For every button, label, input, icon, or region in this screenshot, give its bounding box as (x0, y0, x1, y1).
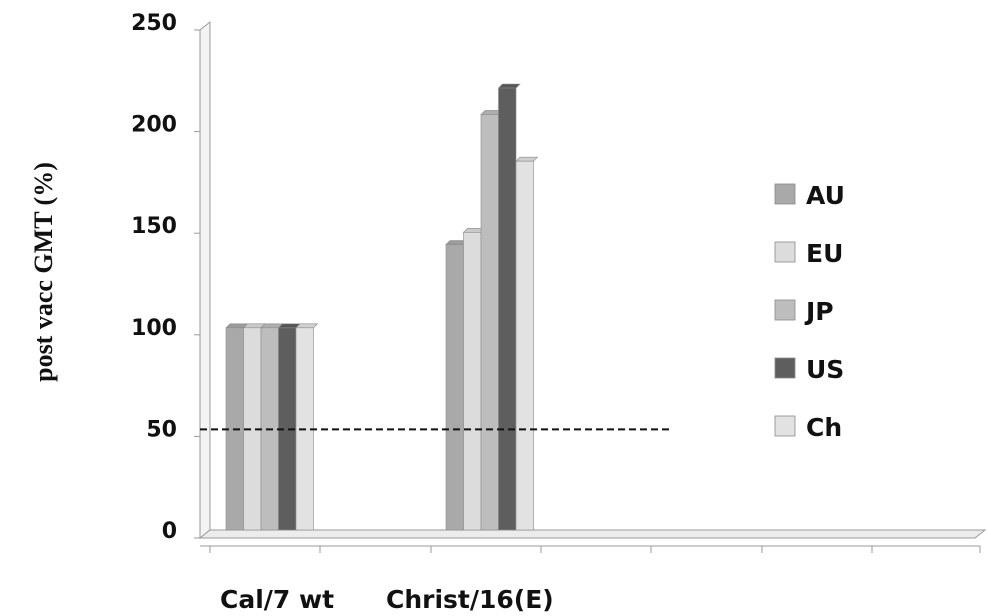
legend-label-eu: EU (806, 239, 843, 268)
legend-swatch-au (774, 183, 796, 205)
labels: 0 50 100 150 200 250 post vacc GMT (%) Cal/7 wt… (29, 11, 554, 614)
bars (225, 83, 539, 531)
x-axis-floor (198, 529, 987, 539)
y-tick-label: 150 (131, 214, 177, 239)
legend-label-us: US (806, 355, 844, 384)
y-axis-wall (199, 20, 211, 540)
bar-au-1 (445, 244, 464, 531)
legend: AU EU JP US Ch (774, 181, 845, 442)
legend-swatch-ch (774, 415, 796, 437)
y-tick-label: 50 (146, 417, 177, 442)
legend-label-ch: Ch (806, 413, 842, 442)
y-axis-title: post vacc GMT (%) (29, 162, 58, 382)
legend-swatch-eu (774, 241, 796, 263)
legend-swatch-us (774, 357, 796, 379)
legend-label-jp: JP (804, 297, 834, 326)
bar-top-ch (515, 156, 539, 162)
bar-top-ch (295, 323, 319, 329)
y-tick-label: 0 (162, 519, 177, 544)
bar-top-us (497, 83, 521, 89)
y-tick-label: 200 (131, 113, 177, 138)
y-tick-label: 100 (131, 316, 177, 341)
bar-eu-1 (463, 231, 482, 531)
bar-us-1 (498, 87, 517, 531)
legend-swatch-jp (774, 299, 796, 321)
y-tick-label: 250 (131, 11, 177, 36)
bar-jp-1 (480, 114, 499, 531)
axes (194, 20, 987, 553)
bar-ch-1 (515, 160, 534, 531)
category-label: Christ/16(E) (386, 585, 554, 614)
category-label: Cal/7 wt (220, 585, 334, 614)
legend-label-au: AU (806, 181, 845, 210)
